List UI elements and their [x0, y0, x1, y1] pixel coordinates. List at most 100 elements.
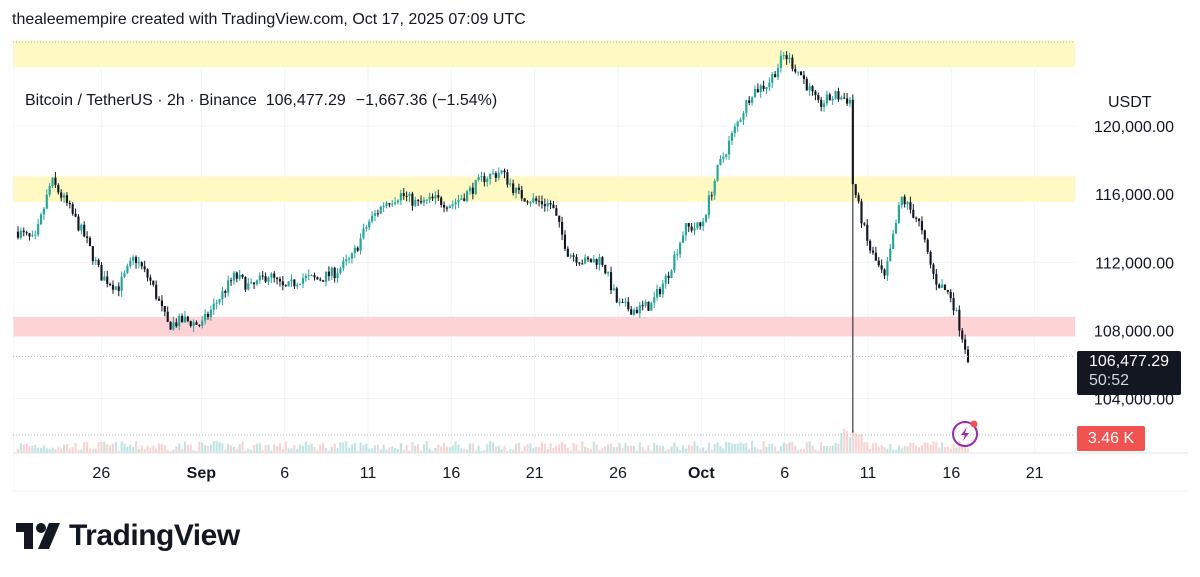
volume-bar [555, 445, 558, 453]
candle-body [241, 274, 244, 278]
volume-bar [157, 443, 161, 453]
candle-body [382, 206, 385, 208]
candle-body [45, 194, 48, 209]
volume-bar [779, 445, 782, 453]
volume-bar [903, 445, 906, 453]
candle-body [134, 257, 138, 263]
last-price-label: 106,477.29 [1089, 353, 1170, 370]
volume-bar [526, 444, 529, 453]
candle-body [37, 224, 40, 235]
volume-bar [661, 445, 664, 453]
candle-body [319, 279, 322, 281]
candle-body [114, 286, 117, 290]
candle-body [460, 198, 463, 200]
candle-body [448, 206, 451, 209]
candle-body [19, 230, 22, 238]
volume-bar [290, 448, 293, 453]
volume-bar [563, 444, 567, 453]
volume-bar [134, 441, 138, 453]
symbol-legend[interactable]: Bitcoin / TetherUS · 2h · Binance 106,47… [25, 92, 497, 110]
volume-bar [319, 444, 322, 453]
volume-bar [894, 449, 898, 453]
volume-bar [146, 445, 149, 453]
volume-bar [376, 444, 379, 453]
volume-bar [373, 445, 377, 453]
candle-body [221, 291, 224, 300]
candle-body [137, 262, 140, 264]
candle-body [762, 85, 765, 90]
candle-body [117, 286, 120, 291]
candle-body [155, 284, 158, 299]
volume-bar [232, 446, 235, 453]
candle-body [808, 86, 811, 91]
volume-bar [247, 448, 250, 453]
candle-body [782, 55, 785, 57]
time-axis-label: 11 [360, 465, 377, 482]
candle-body [261, 275, 264, 277]
candle-body [751, 97, 754, 103]
price-axis-label: 108,000.00 [1094, 323, 1174, 340]
volume-bar [912, 443, 915, 453]
price-zone-red [13, 316, 1075, 337]
candle-body [293, 279, 296, 287]
volume-bar [822, 446, 826, 453]
volume-bar [22, 444, 25, 453]
chart-canvas[interactable]: 120,000.00 116,000.00 112,000.00 108,000.00… [13, 41, 1188, 492]
volume-bar [192, 450, 195, 453]
volume-bar [19, 443, 22, 453]
candle-body [814, 91, 817, 96]
volume-bar [169, 450, 172, 453]
volume-bar [670, 446, 673, 453]
volume-bar [650, 450, 653, 453]
candle-body [434, 195, 437, 199]
volume-bar [883, 447, 886, 453]
volume-bar [520, 450, 523, 453]
volume-bar [730, 443, 734, 453]
volume-bar [74, 442, 77, 453]
candle-body [322, 280, 325, 282]
volume-bar [753, 446, 757, 453]
volume-bar [727, 442, 731, 453]
notification-dot-icon [970, 420, 978, 428]
candle-body [94, 259, 97, 262]
candle-body [408, 193, 411, 197]
candle-body [247, 283, 250, 290]
candle-body [607, 272, 610, 274]
candle-body [702, 221, 705, 227]
currency-unit[interactable]: USDT [1108, 94, 1152, 111]
candle-body [684, 223, 687, 236]
volume-bar [935, 442, 938, 453]
candle-body [250, 282, 253, 284]
price-chart[interactable]: 120,000.00 116,000.00 112,000.00 108,000.00… [13, 41, 1188, 492]
volume-bar [601, 447, 604, 453]
candle-body [255, 280, 259, 285]
candle-body [926, 239, 929, 252]
candle-body [687, 223, 690, 227]
candle-body [915, 217, 918, 219]
volume-bar [183, 441, 187, 453]
candle-body [656, 289, 659, 298]
volume-bar [791, 441, 794, 453]
candle-body [500, 170, 503, 174]
candle-body [229, 280, 233, 282]
time-axis-label: 26 [609, 465, 627, 482]
candle-body [805, 79, 808, 91]
candle-body [776, 67, 780, 78]
volume-bar [598, 450, 601, 453]
volume-bar [68, 448, 71, 453]
volume-bar [491, 442, 495, 453]
candle-body [883, 269, 886, 276]
candle-body [941, 284, 944, 288]
candle-body [394, 202, 397, 204]
candle-body [100, 264, 103, 281]
volume-bar [768, 443, 771, 453]
candle-body [578, 262, 581, 264]
candle-body [189, 321, 192, 327]
candle-body [713, 180, 716, 196]
volume-bar [641, 447, 644, 453]
candle-body [586, 257, 590, 260]
candle-body [143, 266, 146, 270]
candle-body [874, 252, 877, 261]
volume-bar [258, 443, 261, 453]
volume-bar [656, 444, 659, 453]
